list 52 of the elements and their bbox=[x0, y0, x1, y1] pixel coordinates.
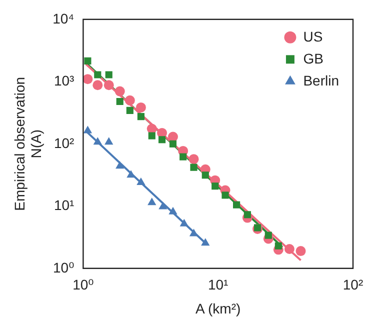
y-tick-label: 10² bbox=[54, 134, 75, 151]
y-tick-label: 10⁴ bbox=[52, 10, 74, 26]
legend-label: US bbox=[303, 28, 323, 44]
point bbox=[168, 132, 178, 142]
point bbox=[168, 206, 178, 214]
point bbox=[169, 140, 177, 148]
point bbox=[180, 218, 188, 226]
x-axis-title: A (km²) bbox=[196, 300, 241, 316]
point bbox=[158, 202, 168, 210]
x-tick-label: 10⁰ bbox=[72, 276, 94, 293]
point bbox=[233, 201, 240, 208]
x-tick-label: 10¹ bbox=[208, 276, 229, 293]
point bbox=[116, 161, 124, 169]
point bbox=[126, 170, 136, 178]
point bbox=[202, 172, 209, 179]
legend-label: GB bbox=[303, 50, 324, 66]
point bbox=[254, 224, 262, 232]
point bbox=[104, 80, 114, 90]
point bbox=[137, 113, 144, 120]
point bbox=[104, 137, 114, 145]
point bbox=[148, 132, 156, 140]
x-tick-label: 10² bbox=[342, 276, 364, 293]
point bbox=[83, 74, 93, 84]
point bbox=[83, 126, 92, 134]
point bbox=[116, 98, 124, 106]
point bbox=[222, 192, 229, 199]
point bbox=[190, 164, 198, 171]
point bbox=[212, 182, 219, 190]
point bbox=[274, 242, 282, 250]
point bbox=[244, 211, 251, 218]
point bbox=[136, 102, 146, 112]
point bbox=[148, 198, 156, 206]
point bbox=[201, 238, 210, 246]
point bbox=[264, 232, 272, 239]
point bbox=[93, 137, 102, 145]
point bbox=[94, 71, 102, 78]
y-axis-title: Empirical observation N(A) bbox=[11, 76, 44, 211]
point bbox=[146, 124, 157, 134]
point bbox=[188, 154, 199, 164]
y-tick-label: 10¹ bbox=[54, 197, 75, 214]
legend-label: Berlin bbox=[303, 72, 340, 88]
point bbox=[114, 86, 125, 96]
point bbox=[105, 71, 112, 78]
point bbox=[92, 80, 103, 90]
point bbox=[180, 153, 187, 160]
y-tick-label: 10³ bbox=[54, 72, 75, 89]
point bbox=[84, 57, 92, 64]
point bbox=[126, 106, 134, 114]
y-tick-label: 10⁰ bbox=[53, 259, 75, 276]
point bbox=[136, 177, 146, 185]
point bbox=[124, 95, 135, 106]
point bbox=[158, 136, 166, 144]
